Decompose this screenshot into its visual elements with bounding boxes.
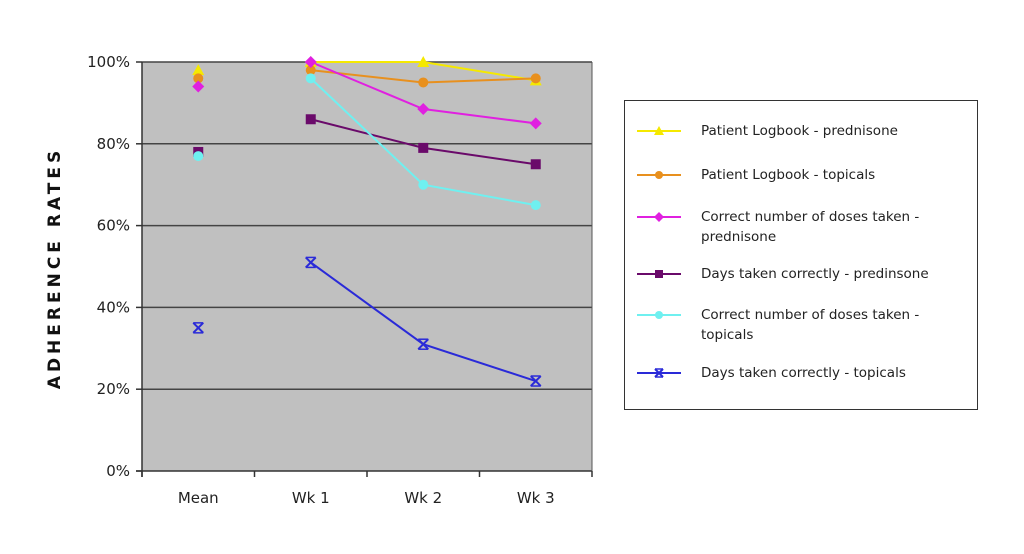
legend-item: Correct number of doses taken - predniso… xyxy=(635,207,971,247)
data-point-4-1 xyxy=(305,73,316,84)
legend-item: Patient Logbook - topicals xyxy=(635,165,971,185)
legend-item: Days taken correctly - predinsone xyxy=(635,264,971,284)
data-point-5-2 xyxy=(417,338,429,350)
x-tick-label: Wk 1 xyxy=(292,489,330,507)
data-point-3-3 xyxy=(530,159,541,170)
data-point-4-0 xyxy=(193,151,204,162)
legend-swatch xyxy=(635,305,683,321)
legend-item: Patient Logbook - prednisone xyxy=(635,121,971,141)
legend-label: Patient Logbook - prednisone xyxy=(701,123,898,139)
y-axis-label: ADHERENCE RATES xyxy=(45,147,65,389)
data-point-4-2 xyxy=(418,179,429,190)
data-point-1-2 xyxy=(418,77,429,88)
legend-label: Days taken correctly - topicals xyxy=(701,365,906,381)
data-point-1-0 xyxy=(193,73,204,84)
data-point-2-0 xyxy=(192,80,205,93)
legend-label: Days taken correctly - predinsone xyxy=(701,266,929,282)
plot-area xyxy=(142,62,592,471)
legend-item: Days taken correctly - topicals xyxy=(635,363,971,383)
x-tick-label: Wk 3 xyxy=(517,489,555,507)
y-axis-ticks: 0% 20% 40% 60% 80% 100% xyxy=(87,53,142,480)
data-point-2-1 xyxy=(304,56,317,68)
x-axis-ticks: Mean Wk 1 Wk 2 Wk 3 xyxy=(141,471,593,507)
legend: Patient Logbook - prednisone Patient Logb… xyxy=(624,100,978,410)
legend-label: Correct number of doses taken - topicals xyxy=(701,307,920,343)
legend-swatch xyxy=(635,264,683,280)
y-tick-label: 80% xyxy=(97,135,130,153)
data-point-5-0 xyxy=(192,322,204,334)
legend-swatch xyxy=(635,165,683,181)
legend-swatch xyxy=(635,121,683,137)
x-tick-label: Mean xyxy=(178,489,219,507)
legend-swatch xyxy=(635,207,683,223)
legend-item: Correct number of doses taken - topicals xyxy=(635,305,971,345)
legend-label: Correct number of doses taken - predniso… xyxy=(701,209,920,245)
axes xyxy=(136,62,593,477)
data-point-0-0 xyxy=(192,64,205,76)
data-point-2-2 xyxy=(417,103,430,116)
y-tick-label: 60% xyxy=(97,217,130,235)
y-tick-label: 100% xyxy=(87,53,130,71)
series-markers xyxy=(192,56,542,387)
y-tick-label: 0% xyxy=(106,462,130,480)
data-point-5-3 xyxy=(530,375,542,387)
data-point-1-1 xyxy=(305,65,316,76)
y-tick-label: 40% xyxy=(97,298,130,316)
data-point-5-1 xyxy=(305,256,317,269)
x-tick-label: Wk 2 xyxy=(404,489,442,507)
data-point-3-1 xyxy=(305,114,316,125)
data-point-2-3 xyxy=(529,117,542,130)
y-tick-label: 20% xyxy=(97,380,130,398)
data-point-1-3 xyxy=(530,73,541,84)
legend-swatch xyxy=(635,363,683,379)
data-point-3-2 xyxy=(418,142,429,153)
gridlines xyxy=(142,61,592,390)
legend-label: Patient Logbook - topicals xyxy=(701,167,876,183)
data-point-4-3 xyxy=(530,200,541,211)
data-point-0-2 xyxy=(417,56,430,67)
